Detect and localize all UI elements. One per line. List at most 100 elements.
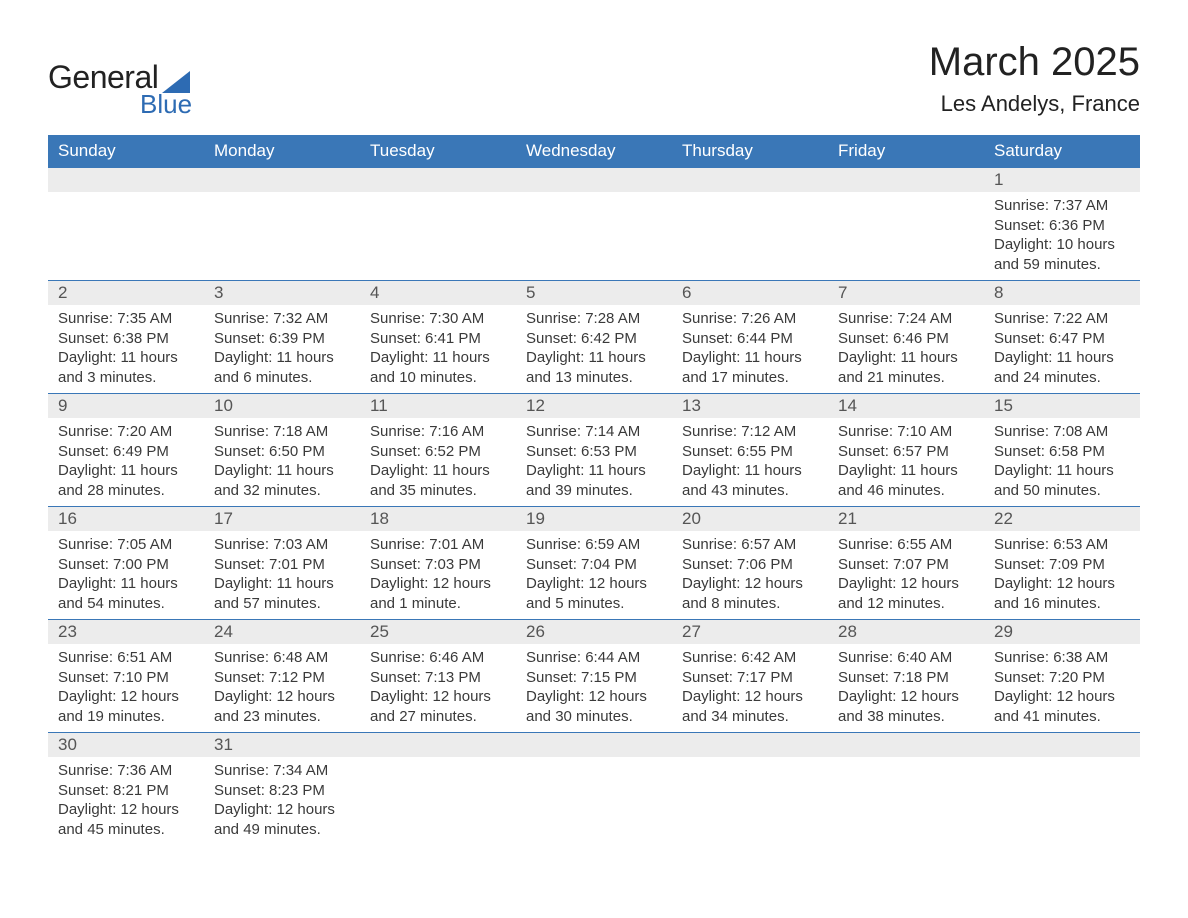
day-number-cell: 20 (672, 507, 828, 532)
daylight-text-2: and 6 minutes. (214, 368, 350, 388)
sunrise-text: Sunrise: 7:37 AM (994, 196, 1130, 216)
sunset-text: Sunset: 6:55 PM (682, 442, 818, 462)
day-content-cell: Sunrise: 7:10 AMSunset: 6:57 PMDaylight:… (828, 418, 984, 507)
daylight-text-2: and 17 minutes. (682, 368, 818, 388)
sunrise-text: Sunrise: 7:12 AM (682, 422, 818, 442)
sunset-text: Sunset: 7:03 PM (370, 555, 506, 575)
daylight-text-2: and 21 minutes. (838, 368, 974, 388)
sunrise-text: Sunrise: 6:53 AM (994, 535, 1130, 555)
day-content-cell: Sunrise: 7:24 AMSunset: 6:46 PMDaylight:… (828, 305, 984, 394)
day-content-row: Sunrise: 7:36 AMSunset: 8:21 PMDaylight:… (48, 757, 1140, 845)
day-content-cell: Sunrise: 7:12 AMSunset: 6:55 PMDaylight:… (672, 418, 828, 507)
day-number-cell (516, 733, 672, 758)
day-number-cell: 10 (204, 394, 360, 419)
weekday-header-row: SundayMondayTuesdayWednesdayThursdayFrid… (48, 135, 1140, 168)
day-content-cell (516, 757, 672, 845)
day-content-cell: Sunrise: 6:51 AMSunset: 7:10 PMDaylight:… (48, 644, 204, 733)
day-number-cell: 23 (48, 620, 204, 645)
daylight-text-1: Daylight: 12 hours (682, 687, 818, 707)
day-number-cell: 27 (672, 620, 828, 645)
sunset-text: Sunset: 7:06 PM (682, 555, 818, 575)
daylight-text-2: and 54 minutes. (58, 594, 194, 614)
sunset-text: Sunset: 6:41 PM (370, 329, 506, 349)
day-content-cell (828, 192, 984, 281)
day-content-cell: Sunrise: 7:05 AMSunset: 7:00 PMDaylight:… (48, 531, 204, 620)
daylight-text-1: Daylight: 11 hours (994, 348, 1130, 368)
day-number-cell: 13 (672, 394, 828, 419)
sunset-text: Sunset: 7:09 PM (994, 555, 1130, 575)
day-content-cell (204, 192, 360, 281)
sunrise-text: Sunrise: 7:03 AM (214, 535, 350, 555)
daylight-text-2: and 16 minutes. (994, 594, 1130, 614)
day-number-cell: 9 (48, 394, 204, 419)
day-number-cell (204, 168, 360, 193)
day-number-cell (672, 168, 828, 193)
day-content-cell: Sunrise: 6:57 AMSunset: 7:06 PMDaylight:… (672, 531, 828, 620)
daylight-text-1: Daylight: 10 hours (994, 235, 1130, 255)
day-number-row: 16171819202122 (48, 507, 1140, 532)
sunset-text: Sunset: 6:52 PM (370, 442, 506, 462)
daylight-text-2: and 39 minutes. (526, 481, 662, 501)
day-content-cell: Sunrise: 7:16 AMSunset: 6:52 PMDaylight:… (360, 418, 516, 507)
daylight-text-1: Daylight: 12 hours (370, 574, 506, 594)
day-number-cell: 1 (984, 168, 1140, 193)
day-number-cell: 24 (204, 620, 360, 645)
day-number-row: 3031 (48, 733, 1140, 758)
sunrise-text: Sunrise: 6:57 AM (682, 535, 818, 555)
daylight-text-1: Daylight: 12 hours (370, 687, 506, 707)
daylight-text-2: and 19 minutes. (58, 707, 194, 727)
day-number-cell: 28 (828, 620, 984, 645)
sunrise-text: Sunrise: 7:24 AM (838, 309, 974, 329)
day-number-cell: 11 (360, 394, 516, 419)
daylight-text-2: and 45 minutes. (58, 820, 194, 840)
daylight-text-1: Daylight: 12 hours (526, 687, 662, 707)
daylight-text-2: and 8 minutes. (682, 594, 818, 614)
day-number-row: 9101112131415 (48, 394, 1140, 419)
sunset-text: Sunset: 7:18 PM (838, 668, 974, 688)
daylight-text-1: Daylight: 12 hours (838, 687, 974, 707)
daylight-text-1: Daylight: 11 hours (58, 461, 194, 481)
sunset-text: Sunset: 7:13 PM (370, 668, 506, 688)
sunrise-text: Sunrise: 6:42 AM (682, 648, 818, 668)
sunrise-text: Sunrise: 7:18 AM (214, 422, 350, 442)
sunrise-text: Sunrise: 6:59 AM (526, 535, 662, 555)
day-number-cell: 19 (516, 507, 672, 532)
day-content-cell: Sunrise: 6:46 AMSunset: 7:13 PMDaylight:… (360, 644, 516, 733)
weekday-header: Thursday (672, 135, 828, 168)
sunset-text: Sunset: 6:50 PM (214, 442, 350, 462)
day-content-cell (828, 757, 984, 845)
day-content-cell: Sunrise: 7:36 AMSunset: 8:21 PMDaylight:… (48, 757, 204, 845)
day-content-cell (516, 192, 672, 281)
month-title: March 2025 (929, 40, 1140, 85)
daylight-text-2: and 49 minutes. (214, 820, 350, 840)
daylight-text-2: and 57 minutes. (214, 594, 350, 614)
day-number-cell: 21 (828, 507, 984, 532)
daylight-text-2: and 5 minutes. (526, 594, 662, 614)
day-content-cell: Sunrise: 7:14 AMSunset: 6:53 PMDaylight:… (516, 418, 672, 507)
daylight-text-1: Daylight: 11 hours (682, 461, 818, 481)
day-content-cell: Sunrise: 6:53 AMSunset: 7:09 PMDaylight:… (984, 531, 1140, 620)
day-content-cell: Sunrise: 6:44 AMSunset: 7:15 PMDaylight:… (516, 644, 672, 733)
daylight-text-2: and 35 minutes. (370, 481, 506, 501)
sunset-text: Sunset: 6:57 PM (838, 442, 974, 462)
day-number-cell (360, 733, 516, 758)
daylight-text-2: and 27 minutes. (370, 707, 506, 727)
day-number-cell: 26 (516, 620, 672, 645)
daylight-text-1: Daylight: 12 hours (58, 800, 194, 820)
sunrise-text: Sunrise: 7:16 AM (370, 422, 506, 442)
day-number-cell: 14 (828, 394, 984, 419)
day-number-cell: 31 (204, 733, 360, 758)
day-content-cell (672, 757, 828, 845)
sunrise-text: Sunrise: 6:44 AM (526, 648, 662, 668)
day-content-cell: Sunrise: 7:35 AMSunset: 6:38 PMDaylight:… (48, 305, 204, 394)
sunset-text: Sunset: 6:39 PM (214, 329, 350, 349)
day-content-cell: Sunrise: 7:08 AMSunset: 6:58 PMDaylight:… (984, 418, 1140, 507)
daylight-text-2: and 24 minutes. (994, 368, 1130, 388)
daylight-text-1: Daylight: 12 hours (526, 574, 662, 594)
day-number-cell (360, 168, 516, 193)
day-content-cell (672, 192, 828, 281)
daylight-text-1: Daylight: 11 hours (370, 461, 506, 481)
weekday-header: Wednesday (516, 135, 672, 168)
location: Les Andelys, France (929, 91, 1140, 117)
logo-word-blue: Blue (140, 91, 192, 117)
